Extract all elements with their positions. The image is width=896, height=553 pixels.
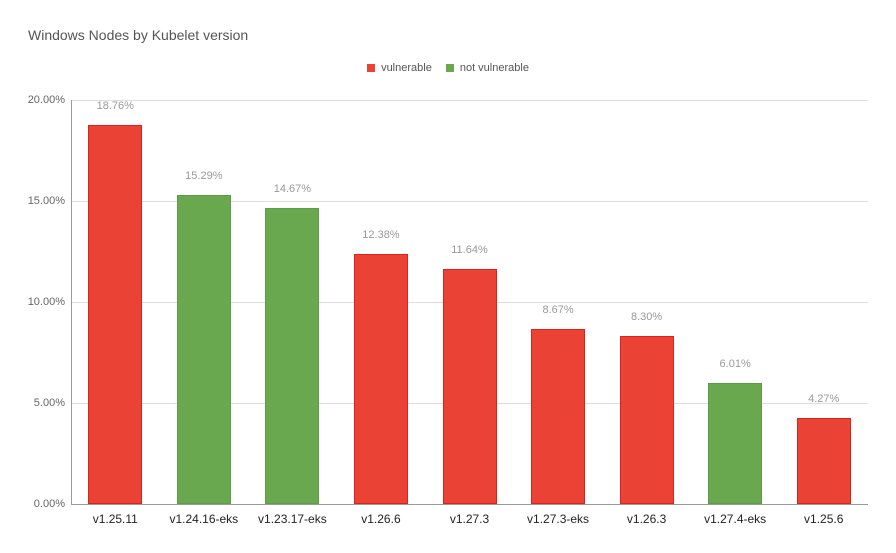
x-tick-label: v1.26.6 [361, 512, 401, 526]
y-tick-label: 10.00% [27, 296, 65, 308]
data-label: 14.67% [273, 182, 312, 195]
data-label: 12.38% [362, 228, 400, 241]
x-tick-label: v1.27.3 [449, 512, 490, 526]
x-tick-label: v1.27.3-eks [527, 512, 590, 526]
bar-v1.26.6[interactable] [353, 253, 408, 504]
legend-swatch-icon [445, 64, 454, 72]
plot-area: 18.76% 15.29% 14.67% 12.38% 11.64% 8.67% 8.30%… [71, 100, 868, 505]
bar-v1.27.3[interactable] [442, 268, 497, 504]
data-label: 8.30% [631, 311, 663, 324]
x-tick-label: v1.23.17-eks [258, 512, 327, 526]
legend-item-not-vulnerable[interactable]: not vulnerable [445, 62, 529, 74]
data-label: 18.76% [96, 100, 134, 113]
y-tick-label: 0.00% [33, 498, 65, 510]
bar-v1.25.6[interactable] [796, 417, 851, 504]
gridline [71, 100, 868, 101]
legend: vulnerable not vulnerable [0, 62, 896, 74]
bar-v1.27.4-eks[interactable] [708, 382, 763, 504]
data-label: 11.64% [451, 243, 488, 256]
bar-v1.24.16-eks[interactable] [176, 195, 231, 504]
bar-v1.26.3[interactable] [619, 336, 674, 504]
y-axis [71, 100, 72, 504]
legend-swatch-icon [367, 64, 376, 72]
legend-label: vulnerable [381, 62, 432, 74]
bar-v1.23.17-eks[interactable] [265, 207, 320, 504]
x-tick-label: v1.24.16-eks [169, 512, 239, 526]
data-label: 4.27% [808, 392, 840, 405]
x-tick-label: v1.27.4-eks [704, 512, 767, 526]
legend-label: not vulnerable [459, 62, 529, 74]
x-tick-label: v1.26.3 [626, 512, 667, 526]
x-tick-label: v1.25.11 [92, 512, 138, 526]
y-tick-label: 5.00% [33, 397, 65, 409]
data-label: 8.67% [542, 303, 574, 316]
y-tick-label: 15.00% [27, 195, 65, 207]
chart-title: Windows Nodes by Kubelet version [28, 27, 249, 43]
gridline [71, 201, 868, 202]
x-axis [71, 504, 868, 505]
bar-v1.25.11[interactable] [88, 125, 143, 504]
y-tick-label: 20.00% [27, 94, 65, 106]
data-label: 15.29% [185, 170, 223, 183]
x-tick-label: v1.25.6 [804, 512, 844, 526]
data-label: 6.01% [719, 357, 751, 370]
bar-v1.27.3-eks[interactable] [531, 328, 586, 504]
legend-item-vulnerable[interactable]: vulnerable [367, 62, 432, 74]
